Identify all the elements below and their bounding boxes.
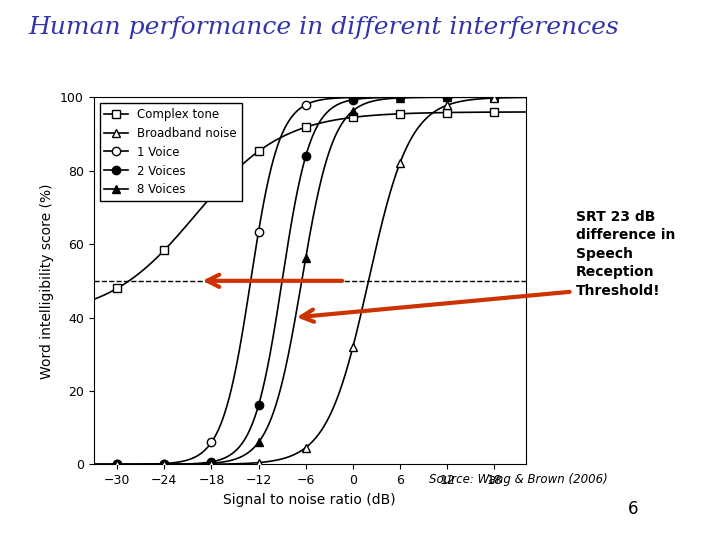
Legend: Complex tone, Broadband noise, 1 Voice, 2 Voices, 8 Voices: Complex tone, Broadband noise, 1 Voice, … [99,103,242,201]
Text: Human performance in different interferences: Human performance in different interfere… [29,16,619,39]
Y-axis label: Word intelligibility score (%): Word intelligibility score (%) [40,183,55,379]
Text: Source: Wang & Brown (2006): Source: Wang & Brown (2006) [429,473,608,486]
X-axis label: Signal to noise ratio (dB): Signal to noise ratio (dB) [223,492,396,507]
Text: 6: 6 [629,501,639,518]
Text: SRT 23 dB
difference in
Speech
Reception
Threshold!: SRT 23 dB difference in Speech Reception… [576,210,675,298]
